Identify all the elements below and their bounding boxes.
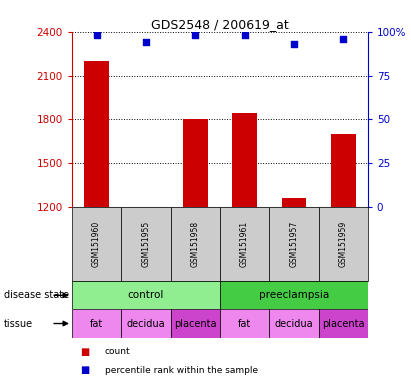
Bar [319,309,368,338]
Bar [171,207,220,281]
Text: GSM151955: GSM151955 [141,221,150,267]
Text: preeclampsia: preeclampsia [259,290,329,300]
Text: GSM151960: GSM151960 [92,221,101,267]
Text: fat: fat [90,318,103,329]
Text: disease state: disease state [4,290,69,300]
Text: ■: ■ [80,347,90,357]
Point [241,32,248,38]
Bar [121,207,171,281]
Point [143,39,149,45]
Text: placenta: placenta [174,318,217,329]
Text: tissue: tissue [4,318,33,329]
Bar [331,134,356,207]
Text: GSM151957: GSM151957 [289,221,298,267]
Bar [72,309,121,338]
Bar [220,207,269,281]
Text: placenta: placenta [322,318,365,329]
Text: GSM151958: GSM151958 [191,221,200,267]
Text: ■: ■ [80,365,90,375]
Point [340,36,346,42]
Text: percentile rank within the sample: percentile rank within the sample [105,366,258,374]
Text: control: control [128,290,164,300]
Point [291,41,297,47]
Bar [220,309,269,338]
Text: count: count [105,348,130,356]
Bar [319,207,368,281]
Title: GDS2548 / 200619_at: GDS2548 / 200619_at [151,18,289,31]
Text: GSM151961: GSM151961 [240,221,249,267]
Point [192,32,199,38]
Bar [72,281,220,309]
Text: decidua: decidua [275,318,313,329]
Bar [269,309,319,338]
Bar [282,198,306,207]
Bar [121,309,171,338]
Bar [269,207,319,281]
Text: decidua: decidua [127,318,165,329]
Bar [232,113,257,207]
Bar [84,61,109,207]
Point [93,32,100,38]
Bar [220,281,368,309]
Text: GSM151959: GSM151959 [339,221,348,267]
Bar [72,207,121,281]
Bar [183,119,208,207]
Bar [171,309,220,338]
Text: fat: fat [238,318,251,329]
